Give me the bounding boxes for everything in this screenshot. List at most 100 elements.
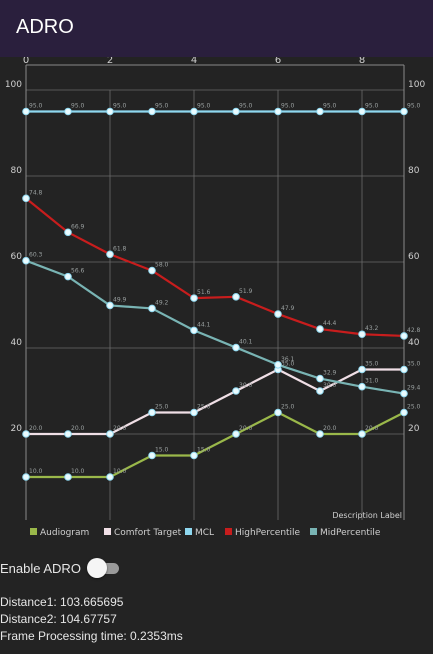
data-label: 20.0 (29, 425, 43, 432)
data-point (190, 107, 198, 116)
data-label: 43.2 (365, 325, 379, 332)
data-label: 58.0 (155, 262, 169, 269)
data-label: 61.8 (113, 245, 127, 252)
data-label: 95.0 (155, 103, 169, 110)
data-point (358, 382, 366, 391)
legend-swatch-mcl (185, 528, 192, 535)
data-point (106, 107, 114, 116)
legend-swatch-midpercentile (310, 528, 317, 535)
data-label: 20.0 (323, 425, 337, 432)
data-point (400, 408, 408, 417)
data-point (106, 250, 114, 259)
data-label: 32.9 (323, 370, 337, 377)
data-point (148, 408, 156, 417)
legend-swatch-audiogram (30, 528, 37, 535)
data-label: 44.1 (197, 321, 211, 328)
data-label: 20.0 (71, 425, 85, 432)
data-label: 30.0 (239, 382, 253, 389)
data-label: 95.0 (239, 103, 253, 110)
data-label: 66.9 (71, 223, 85, 230)
enable-adro-toggle[interactable] (86, 558, 121, 578)
legend-label-midpercentile: MidPercentile (320, 528, 381, 538)
distance2-text: Distance2: 104.67757 (0, 612, 117, 626)
data-point (400, 389, 408, 398)
app-title: ADRO (16, 16, 74, 38)
data-point (232, 343, 240, 352)
data-point (400, 332, 408, 340)
data-point (64, 473, 72, 481)
x-tick-label: 4 (191, 57, 197, 66)
data-point (106, 430, 114, 438)
x-tick-label: 8 (359, 57, 365, 66)
legend-label-mcl: MCL (195, 528, 214, 538)
data-label: 95.0 (29, 103, 43, 110)
y-tick-label-left: 80 (11, 166, 23, 176)
data-label: 30.0 (323, 382, 337, 389)
y-tick-label-right: 100 (408, 80, 425, 90)
data-point (358, 107, 366, 116)
data-point (64, 430, 72, 438)
data-point (400, 107, 408, 116)
data-label: 95.0 (197, 103, 211, 110)
data-point (232, 293, 240, 301)
data-label: 10.0 (113, 468, 127, 475)
data-label: 74.8 (29, 189, 43, 196)
data-point (232, 387, 240, 395)
data-label: 25.0 (197, 404, 211, 411)
data-point (22, 107, 30, 116)
data-label: 20.0 (365, 425, 379, 432)
data-point (316, 374, 324, 383)
data-point (148, 304, 156, 313)
data-point (274, 408, 282, 417)
data-label: 95.0 (407, 103, 421, 110)
toggle-thumb (86, 558, 107, 578)
data-point (232, 107, 240, 116)
data-label: 20.0 (113, 425, 127, 432)
data-label: 95.0 (71, 103, 85, 110)
data-label: 42.8 (407, 327, 421, 334)
data-label: 20.0 (239, 425, 253, 432)
enable-adro-row: Enable ADRO (0, 556, 121, 580)
legend-swatch-highpercentile (225, 528, 232, 535)
data-point (190, 294, 198, 302)
x-tick-label: 0 (23, 57, 29, 66)
data-point (358, 430, 366, 438)
data-point (316, 325, 324, 333)
distance1-text: Distance1: 103.665695 (0, 595, 124, 609)
data-label: 25.0 (281, 404, 295, 411)
y-tick-label-left: 100 (5, 80, 22, 90)
data-label: 95.0 (323, 103, 337, 110)
data-label: 15.0 (197, 447, 211, 454)
data-label: 40.1 (239, 339, 253, 346)
data-label: 31.0 (365, 378, 379, 385)
data-label: 56.6 (71, 268, 85, 275)
data-point (64, 272, 72, 281)
y-tick-label-right: 80 (408, 166, 420, 176)
series-line-midpercentile (25, 259, 405, 395)
data-point (148, 266, 156, 275)
data-label: 95.0 (281, 103, 295, 110)
y-tick-label-right: 20 (408, 424, 420, 434)
data-point (232, 430, 240, 438)
data-label: 47.9 (281, 305, 295, 312)
data-label: 10.0 (71, 468, 85, 475)
data-label: 44.4 (323, 320, 337, 327)
data-label: 36.1 (281, 356, 295, 363)
data-label: 25.0 (407, 404, 421, 411)
series-line-comfort-target (26, 368, 404, 436)
data-point (190, 451, 198, 460)
data-label: 35.0 (407, 361, 421, 368)
y-tick-label-right: 60 (408, 252, 420, 262)
enable-adro-label: Enable ADRO (0, 560, 81, 576)
data-label: 10.0 (29, 468, 43, 475)
data-label: 95.0 (365, 103, 379, 110)
data-label: 60.3 (29, 252, 43, 259)
data-point (22, 430, 30, 438)
data-point (400, 365, 408, 374)
data-point (106, 473, 114, 481)
data-point (64, 107, 72, 116)
x-tick-label: 2 (107, 57, 113, 66)
data-label: 15.0 (155, 447, 169, 454)
y-tick-label-left: 40 (11, 338, 23, 348)
data-label: 35.0 (365, 361, 379, 368)
